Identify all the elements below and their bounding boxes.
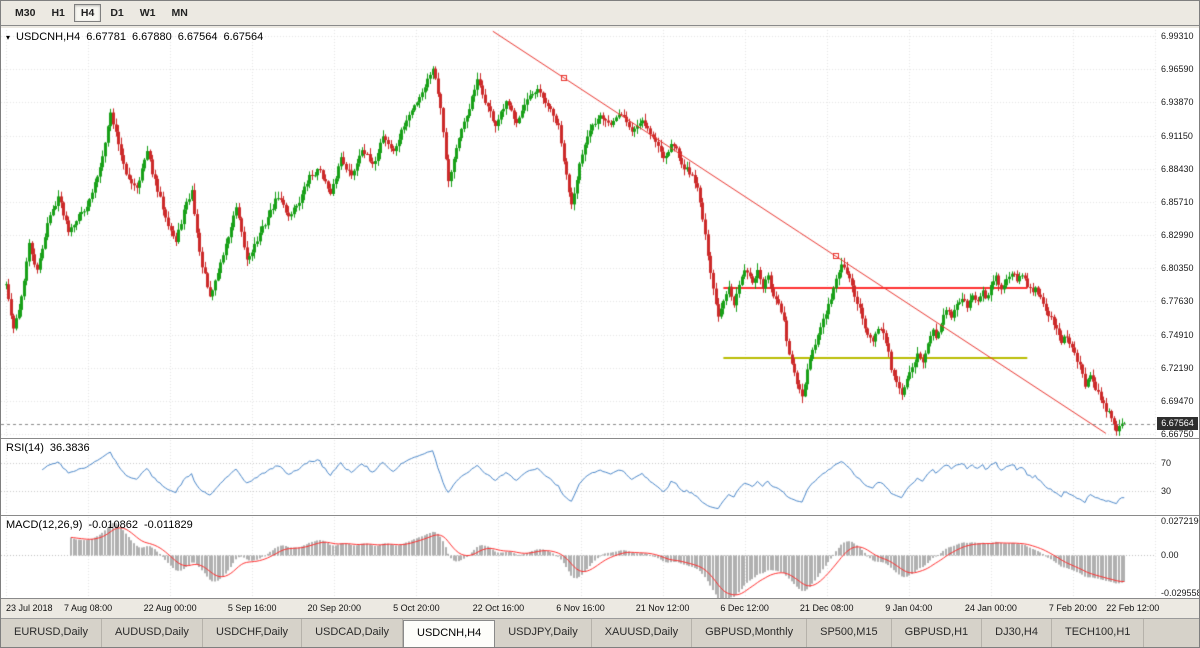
time-axis-label: 6 Nov 16:00 <box>556 603 605 613</box>
chart-title: ▾ USDCNH,H4 6.67781 6.67880 6.67564 6.67564 <box>6 31 269 43</box>
time-axis-label: 5 Sep 16:00 <box>227 603 277 613</box>
time-axis-label: 22 Oct 16:00 <box>472 603 525 613</box>
tab-usdcad-daily[interactable]: USDCAD,Daily <box>302 619 404 647</box>
price-chart-canvas[interactable] <box>1 28 1199 438</box>
macd-chart-canvas[interactable] <box>1 516 1199 598</box>
tab-xauusd-daily[interactable]: XAUUSD,Daily <box>592 619 693 647</box>
timeframe-button-h4[interactable]: H4 <box>73 4 102 22</box>
time-axis: 23 Jul 2018 7 Aug 08:00 22 Aug 00:00 5 Sep … <box>1 599 1199 618</box>
rsi-value: 36.3836 <box>49 442 90 454</box>
rsi-panel: RSI(14) 36.3836 70 30 <box>1 439 1199 515</box>
timeframe-button-mn[interactable]: MN <box>171 7 188 19</box>
time-axis-label: 6 Dec 12:00 <box>720 603 769 613</box>
timeframe-button-h1[interactable]: H1 <box>51 7 65 19</box>
timeframe-button-w1[interactable]: W1 <box>139 7 156 19</box>
ohlc-high: 6.67880 <box>131 31 172 43</box>
time-axis-label: 9 Jan 04:00 <box>885 603 933 613</box>
macd-value: -0.010862 <box>88 519 138 531</box>
price-scale-label: 6.66750 <box>1161 429 1194 438</box>
tab-audusd-daily[interactable]: AUDUSD,Daily <box>102 619 203 647</box>
timeframe-button-d1[interactable]: D1 <box>110 7 124 19</box>
time-axis-label: 7 Feb 20:00 <box>1048 603 1097 613</box>
price-scale-label: 6.96590 <box>1161 64 1194 75</box>
macd-scale-label: -0.0295580 <box>1161 588 1199 598</box>
time-axis-label: 22 Feb 12:00 <box>1106 603 1160 613</box>
macd-panel: MACD(12,26,9) -0.010862 -0.011829 0.027219… <box>1 516 1199 598</box>
time-axis-label: 21 Nov 12:00 <box>635 603 690 613</box>
tab-tech100-h1[interactable]: TECH100,H1 <box>1052 619 1145 647</box>
rsi-scale-label: 30 <box>1161 486 1172 497</box>
ohlc-close: 6.67564 <box>223 31 264 43</box>
price-scale-label: 6.93870 <box>1161 97 1194 108</box>
price-scale-label: 6.99310 <box>1161 31 1194 41</box>
time-axis-label: 24 Jan 00:00 <box>964 603 1017 613</box>
price-scale-label: 6.72190 <box>1161 362 1194 373</box>
panel-splitter[interactable] <box>1 438 1199 439</box>
price-scale-label: 6.74910 <box>1161 329 1194 340</box>
time-axis-label: 20 Sep 20:00 <box>307 603 362 613</box>
ohlc-open: 6.67781 <box>86 31 126 43</box>
tab-gbpusd-h1[interactable]: GBPUSD,H1 <box>892 619 983 647</box>
timeframe-button-m30[interactable]: M30 <box>15 7 36 19</box>
rsi-chart-canvas[interactable] <box>1 439 1199 515</box>
macd-label: MACD(12,26,9) -0.010862 -0.011829 <box>6 519 199 531</box>
symbol-marker-icon: ▾ <box>6 33 11 42</box>
price-scale-label: 6.77630 <box>1161 296 1194 307</box>
tab-eurusd-daily[interactable]: EURUSD,Daily <box>1 619 102 647</box>
price-scale-label: 6.82990 <box>1161 230 1194 240</box>
time-axis-divider <box>1 598 1199 599</box>
rsi-label: RSI(14) 36.3836 <box>6 442 96 454</box>
time-axis-label: 23 Jul 2018 <box>6 603 53 613</box>
time-axis-label: 5 Oct 20:00 <box>393 603 440 613</box>
time-axis-label: 22 Aug 00:00 <box>143 603 197 613</box>
price-panel: ▾ USDCNH,H4 6.67781 6.67880 6.67564 6.67564 6… <box>1 28 1199 438</box>
rsi-scale-label: 70 <box>1161 457 1172 468</box>
tab-usdjpy-daily[interactable]: USDJPY,Daily <box>495 619 592 647</box>
chart-symbol: USDCNH,H4 <box>16 31 81 43</box>
price-scale-label: 6.88430 <box>1161 163 1194 174</box>
tab-sp500-m15[interactable]: SP500,M15 <box>807 619 892 647</box>
price-scale-label: 6.69470 <box>1161 395 1194 406</box>
rsi-name: RSI(14) <box>6 442 44 454</box>
tab-usdchf-daily[interactable]: USDCHF,Daily <box>203 619 303 647</box>
time-axis-label: 7 Aug 08:00 <box>64 603 113 613</box>
tab-dj30-h4[interactable]: DJ30,H4 <box>982 619 1052 647</box>
tab-usdcnh-h4[interactable]: USDCNH,H4 <box>403 620 496 647</box>
price-scale-label: 6.85710 <box>1161 196 1194 207</box>
ohlc-low: 6.67564 <box>177 31 218 43</box>
macd-scale-label: 0.00 <box>1161 550 1179 561</box>
price-scale-label: 6.91150 <box>1161 130 1193 141</box>
tab-gbpusd-monthly[interactable]: GBPUSD,Monthly <box>692 619 808 647</box>
current-price-badge: 6.67564 <box>1157 417 1198 430</box>
panel-splitter[interactable] <box>1 515 1199 516</box>
price-scale-label: 6.80350 <box>1161 263 1194 274</box>
timeframe-toolbar: M30 H1 H4 D1 W1 MN <box>1 1 1199 26</box>
macd-signal-value: -0.011829 <box>143 519 193 531</box>
time-axis-label: 21 Dec 08:00 <box>799 603 854 613</box>
chart-tabs: EURUSD,Daily AUDUSD,Daily USDCHF,Daily USDC… <box>1 618 1199 647</box>
macd-name: MACD(12,26,9) <box>6 519 83 531</box>
